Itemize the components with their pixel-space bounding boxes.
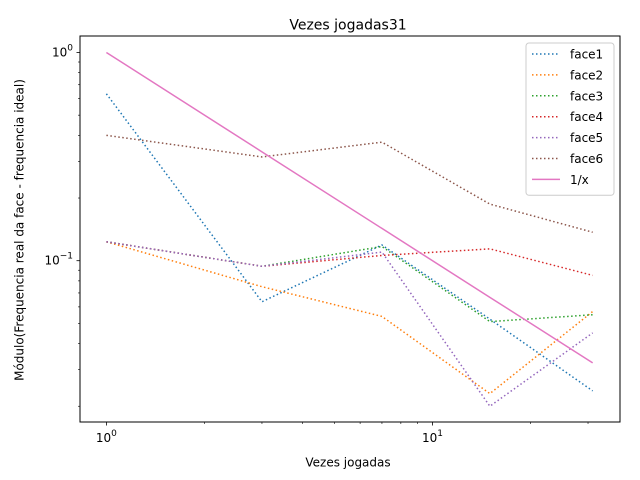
legend-label-1/x: 1/x [570, 173, 589, 187]
series-line-1/x [105, 51, 594, 364]
y-tick-label: 100 [52, 43, 73, 59]
legend: face1 face2 face3 face4 face5 face6 1/x [525, 42, 615, 196]
y-tick-label: 10−1 [44, 252, 73, 268]
x-tick-label: 101 [422, 429, 443, 445]
legend-label-face4: face4 [570, 110, 603, 124]
series-layer [105, 51, 594, 408]
series-line-face1 [105, 93, 594, 392]
x-axis-label: Vezes jogadas [305, 456, 390, 470]
y-axis-label: Módulo(Frequencia real da face - frequen… [13, 79, 27, 381]
legend-label-face2: face2 [570, 68, 603, 82]
x-tick-label: 100 [96, 429, 117, 445]
chart-title: Vezes jogadas31 [289, 18, 406, 34]
legend-label-face3: face3 [570, 89, 603, 103]
series-line-face5 [106, 241, 594, 408]
plot-area [79, 35, 621, 423]
series-line-face6 [106, 134, 593, 233]
legend-frame [525, 42, 615, 196]
legend-label-face5: face5 [570, 131, 603, 145]
legend-label-face6: face6 [570, 152, 603, 166]
legend-label-face1: face1 [570, 48, 603, 62]
y-axis-ticks: 10−1 100 [44, 43, 80, 407]
